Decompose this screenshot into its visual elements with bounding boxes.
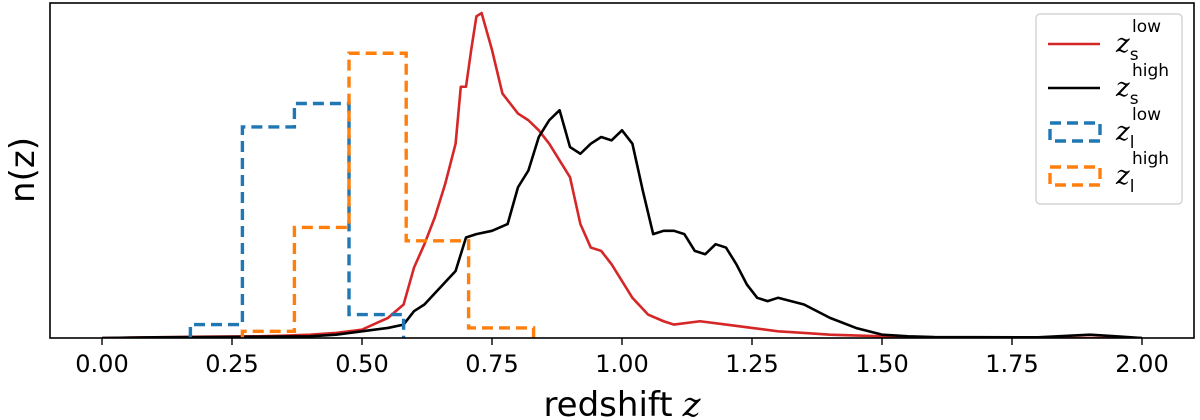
series-layer <box>101 11 1143 338</box>
x-axis: 0.00 0.25 0.50 0.75 1.00 1.25 1.50 1.75 2.00 <box>75 338 1169 378</box>
legend-label-0: zslow <box>1115 17 1161 65</box>
x-axis-title-variable: z <box>682 385 702 420</box>
legend-handle-2 <box>1048 121 1102 143</box>
series-1-line <box>101 108 1143 338</box>
x-tick-label: 1.00 <box>595 350 648 378</box>
legend-label-1: zshigh <box>1115 61 1169 109</box>
y-axis-title: n(z) <box>3 137 43 203</box>
series-2-histogram <box>188 101 406 338</box>
series-3-histogram <box>240 51 536 338</box>
series-0-line <box>101 11 1142 338</box>
x-tick-label: 2.00 <box>1115 350 1168 378</box>
x-axis-title: redshift z <box>543 385 701 420</box>
x-tick-label: 0.25 <box>205 350 258 378</box>
legend-handle-3 <box>1048 165 1102 187</box>
x-tick-label: 1.25 <box>725 350 778 378</box>
legend-label-3: zlhigh <box>1115 149 1169 197</box>
legend-label-2: zllow <box>1115 105 1161 153</box>
x-tick-label: 0.00 <box>75 350 128 378</box>
x-tick-label: 0.75 <box>465 350 518 378</box>
x-tick-label: 0.50 <box>335 350 388 378</box>
legend-box <box>1035 13 1183 205</box>
plot-area-frame <box>49 2 1195 339</box>
x-tick-label: 1.50 <box>855 350 908 378</box>
x-axis-title-text: redshift <box>543 385 672 420</box>
x-tick-label: 1.75 <box>985 350 1038 378</box>
